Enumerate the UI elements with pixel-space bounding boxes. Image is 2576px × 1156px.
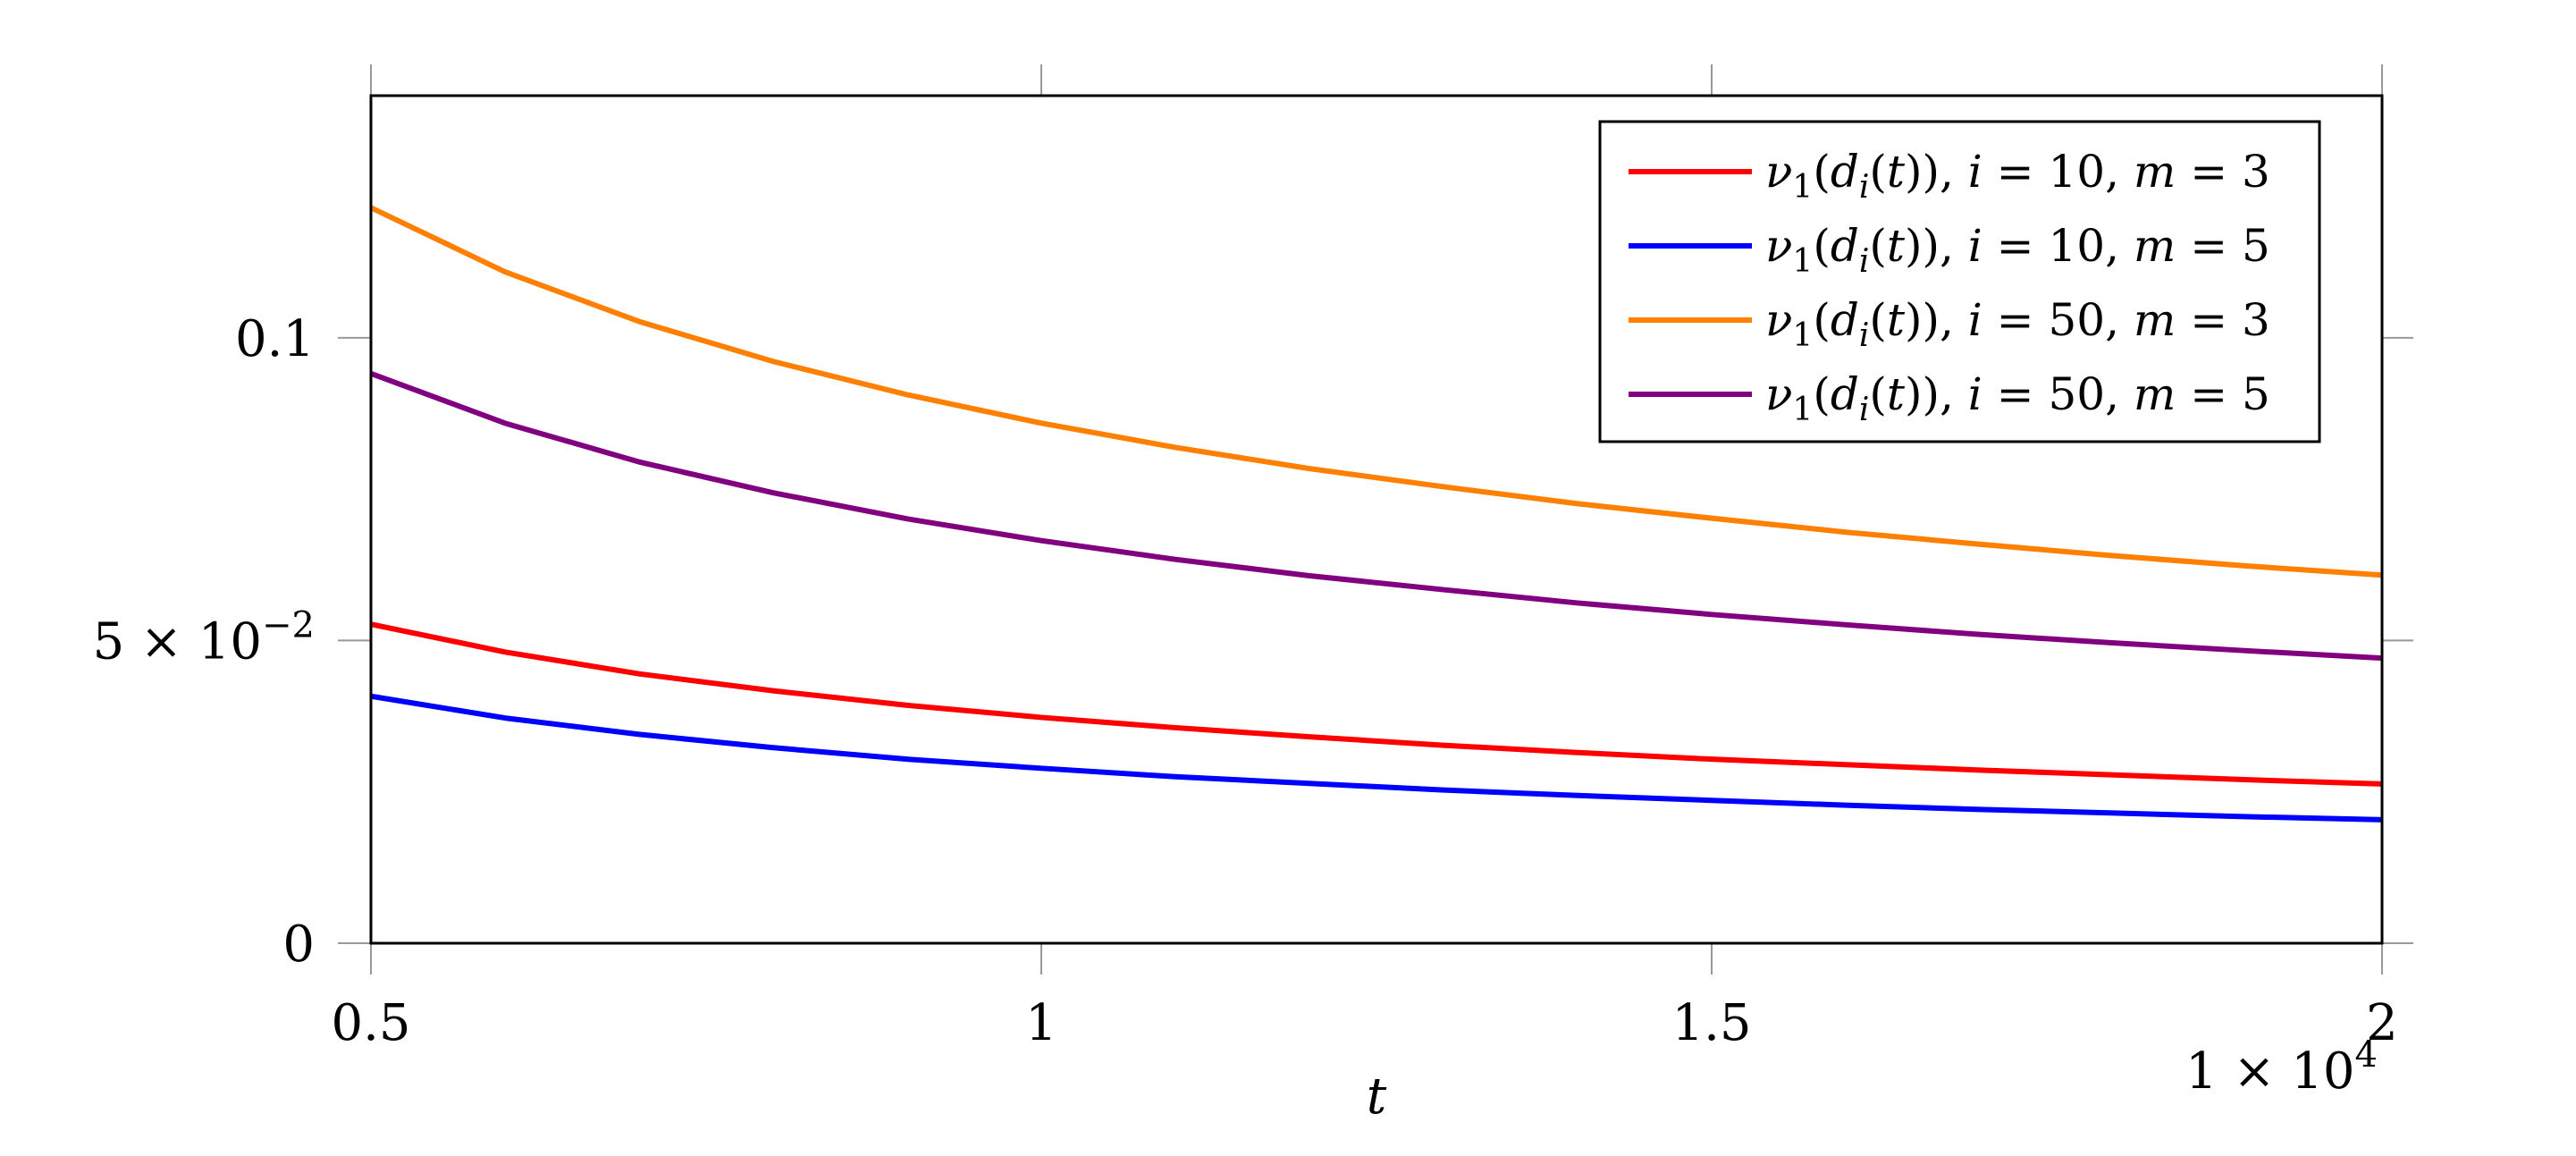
- axis-ticks: [338, 64, 2413, 975]
- x-axis-multiplier: 1 × 104: [2185, 1034, 2378, 1101]
- tick-labels: 0.5 1 1.5 2 0 5 × 10−2 0.1: [93, 310, 2398, 1052]
- x-tick-label: 2: [2366, 994, 2398, 1052]
- x-tick-label: 0.5: [331, 994, 410, 1052]
- series-line-4: [369, 370, 2383, 662]
- x-tick-label: 1: [1025, 994, 1057, 1052]
- x-tick-label: 1.5: [1671, 994, 1751, 1052]
- series-group: [369, 205, 2383, 823]
- legend-box: [1598, 120, 2321, 443]
- series-line-3: [369, 205, 2383, 578]
- y-tick-label: 5 × 10−2: [93, 604, 315, 671]
- y-tick-label: 0.1: [235, 310, 315, 368]
- x-axis-label: t: [1367, 1067, 1387, 1126]
- series-line-2: [370, 693, 2383, 823]
- series-line-1: [370, 621, 2383, 787]
- y-tick-label: 0: [282, 916, 315, 974]
- legend-label: ν1(di(t)), i = 10, m = 5: [1765, 220, 2270, 280]
- legend-label: ν1(di(t)), i = 50, m = 5: [1765, 368, 2270, 428]
- legend-label: ν1(di(t)), i = 10, m = 3: [1765, 146, 2270, 206]
- plot-frame: [369, 94, 2384, 945]
- legend: ν1(di(t)), i = 10, m = 3 ν1(di(t)), i = 1…: [1598, 120, 2321, 443]
- legend-label: ν1(di(t)), i = 50, m = 3: [1765, 294, 2270, 354]
